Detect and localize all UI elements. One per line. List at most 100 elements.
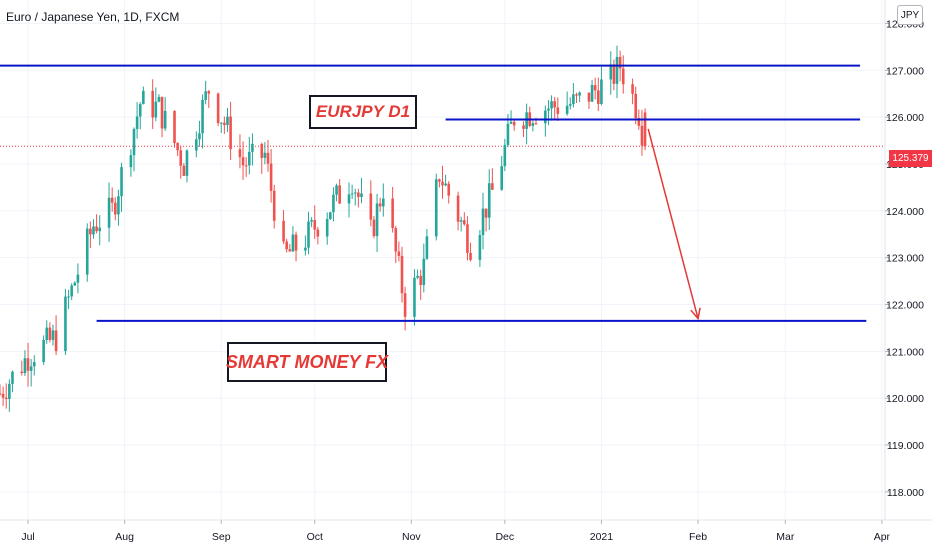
price-tick-label: 119.000 — [887, 440, 924, 452]
price-axis[interactable]: 118.000 119.000 120.000 121.000 122.000 123.0… — [884, 0, 924, 520]
candle-body — [332, 194, 335, 213]
candle-body — [522, 125, 525, 129]
candle-body — [310, 220, 313, 222]
candle-body — [163, 110, 167, 129]
price-tick-label: 124.000 — [886, 206, 924, 218]
candlestick-series — [0, 45, 647, 412]
candle-body — [550, 101, 553, 109]
time-tick-label: Mar — [776, 531, 795, 543]
candle-body — [95, 226, 98, 232]
projection-arrow[interactable] — [647, 128, 701, 321]
candle-body — [469, 252, 472, 260]
symbol-title[interactable]: Euro / Japanese Yen, 1D, FXCM — [6, 10, 180, 24]
candle-body — [269, 163, 273, 191]
candle-body — [135, 116, 139, 129]
candle-body — [637, 118, 641, 126]
candle-body — [441, 181, 444, 186]
candle-body — [251, 143, 254, 152]
candle-body — [381, 198, 385, 207]
candle-body — [207, 91, 211, 94]
candle-body — [565, 105, 569, 114]
candle-body — [544, 110, 547, 124]
candle-body — [157, 96, 161, 102]
candle-body — [338, 185, 341, 204]
candle-body — [73, 282, 77, 286]
candle-body — [350, 193, 354, 195]
candle-body — [615, 56, 619, 84]
candle-body — [456, 195, 460, 222]
candle-body — [413, 277, 416, 317]
candle-body — [0, 393, 2, 395]
candle-body — [198, 133, 201, 140]
candle-body — [506, 123, 510, 145]
candle-body — [266, 152, 270, 164]
candle-body — [500, 166, 504, 190]
candle-body — [484, 208, 488, 218]
candle-body — [509, 121, 513, 124]
candle-body — [244, 165, 248, 167]
horizontal-levels[interactable] — [0, 64, 867, 322]
price-tick-label: 121.000 — [886, 346, 924, 358]
candle-body — [631, 84, 634, 94]
price-tick-label: 123.000 — [886, 253, 924, 265]
arrow-shaft[interactable] — [647, 128, 699, 319]
candle-body — [568, 104, 572, 106]
candle-body — [391, 198, 394, 229]
candle-body — [113, 202, 117, 215]
candle-body — [612, 64, 616, 84]
candle-body — [481, 208, 485, 236]
candle-body — [76, 274, 80, 283]
candle-body — [216, 93, 220, 124]
candle-body — [85, 228, 89, 275]
time-axis[interactable]: Jul Aug Sep Oct Nov Dec 2021 Feb Mar Apr — [0, 519, 932, 543]
candle-body — [600, 79, 603, 105]
candle-body — [201, 99, 204, 134]
candle-body — [531, 123, 535, 126]
candle-body — [92, 226, 95, 235]
currency-button[interactable]: JPY — [897, 5, 923, 25]
candle-body — [226, 116, 229, 126]
candle-body — [185, 150, 189, 176]
candle-body — [547, 108, 550, 111]
candle-body — [23, 358, 27, 374]
candle-body — [556, 107, 560, 114]
candle-body — [325, 218, 329, 237]
candle-body — [154, 101, 158, 118]
candle-body — [394, 228, 398, 252]
candle-body — [219, 122, 223, 124]
candle-body — [372, 219, 376, 237]
candle-body — [263, 152, 267, 158]
candle-body — [375, 203, 379, 237]
candle-body — [525, 112, 528, 129]
candle-body — [347, 194, 351, 204]
candle-body — [67, 296, 70, 298]
candle-body — [98, 227, 102, 232]
candle-body — [195, 139, 198, 151]
candle-body — [587, 92, 591, 102]
chart-label-smart-money-fx[interactable]: SMART MONEY FX — [226, 342, 388, 382]
candle-body — [117, 196, 120, 215]
candle-body — [353, 192, 357, 194]
candle-body — [634, 93, 638, 119]
candle-body — [360, 193, 363, 198]
time-tick-label: Dec — [495, 531, 514, 543]
time-tick-label: Jul — [21, 531, 34, 543]
candle-body — [29, 366, 33, 371]
grid-lines — [0, 0, 885, 520]
candle-body — [294, 234, 298, 251]
arrow-head[interactable] — [690, 307, 701, 321]
candle-body — [487, 183, 491, 218]
chart-label-eurjpy-d1[interactable]: EURJPY D1 — [309, 95, 417, 129]
candle-body — [643, 112, 647, 147]
candle-body — [138, 104, 142, 117]
candle-body — [357, 192, 360, 198]
candle-body — [8, 383, 11, 400]
candle-body — [247, 151, 251, 166]
candle-body — [459, 220, 463, 222]
candle-body — [70, 285, 73, 297]
candle-body — [223, 122, 226, 126]
candle-body — [313, 220, 317, 230]
candle-body — [621, 68, 625, 85]
candle-body — [229, 116, 232, 150]
